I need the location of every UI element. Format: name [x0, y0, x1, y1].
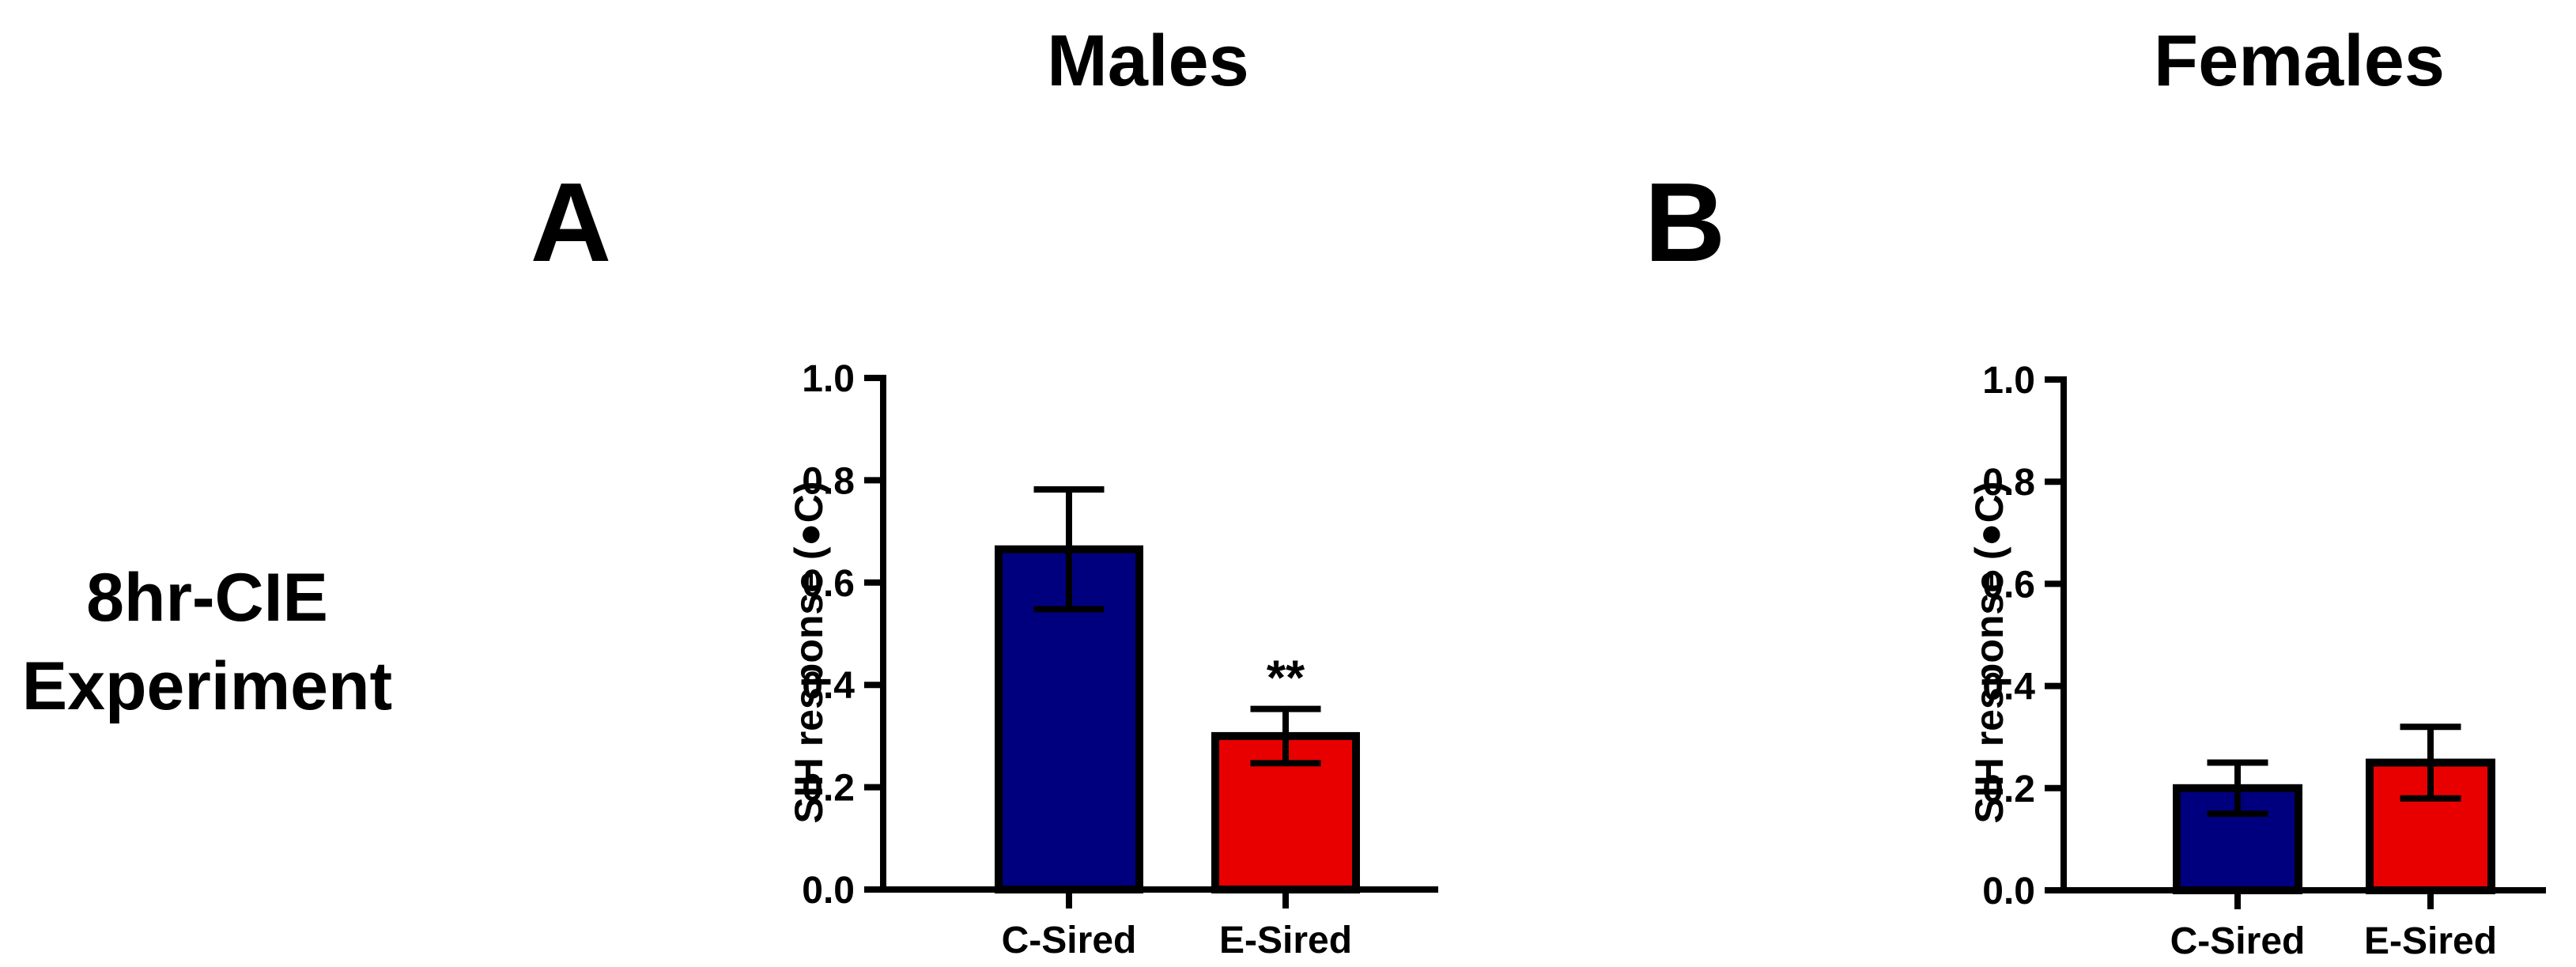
y-tick-label: 0.0 — [802, 870, 855, 912]
panel-label-a: A — [531, 160, 612, 285]
plot-females: 0.0 0.2 0.4 0.6 0.8 1.0 C-Sired E-Sired — [1982, 360, 2546, 962]
x-tick-label-e-sired: E-Sired — [1219, 920, 1352, 961]
x-tick-label-e-sired: E-Sired — [2364, 920, 2497, 962]
y-tick-label: 1.0 — [1982, 360, 2035, 402]
y-tick-label: 0.2 — [1982, 769, 2035, 810]
significance-marker: ** — [1267, 652, 1305, 706]
y-axis-title-females: SIH response (●C) — [1967, 481, 2011, 823]
panel-label-b: B — [1645, 160, 1726, 285]
y-tick-label: 0.8 — [1982, 462, 2035, 504]
column-title-males: Males — [1047, 21, 1249, 101]
x-tick-label-c-sired: C-Sired — [1002, 920, 1137, 961]
y-tick-label: 0.4 — [802, 665, 855, 707]
y-tick-label: 0.2 — [802, 768, 855, 810]
x-tick-label-c-sired: C-Sired — [2170, 920, 2306, 962]
row-label-line1: 8hr-CIE — [86, 560, 328, 636]
y-tick-label: 0.6 — [802, 563, 855, 605]
y-tick-label: 0.6 — [1982, 564, 2035, 606]
row-label-line2: Experiment — [22, 648, 392, 724]
y-tick-label: 0.4 — [1982, 667, 2035, 708]
y-axis-title-males: SIH response (●C) — [787, 481, 831, 823]
y-tick-label: 0.8 — [802, 460, 855, 502]
plot-males: ** 0.0 0.2 0.4 0.6 0.8 1.0 C-Sired E-Sired — [802, 358, 1438, 961]
column-title-females: Females — [2154, 21, 2445, 101]
y-tick-label: 1.0 — [802, 358, 855, 400]
y-tick-label: 0.0 — [1982, 871, 2035, 912]
